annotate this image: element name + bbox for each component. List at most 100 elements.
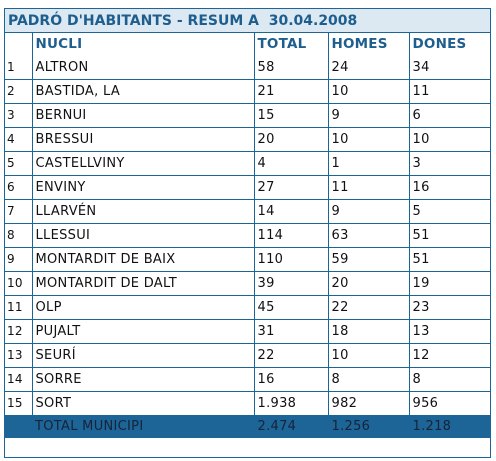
- homes-cell: 10: [327, 79, 410, 104]
- table-row: 1 ALTRON 58 24 34: [5, 56, 490, 80]
- homes-cell: 9: [327, 103, 410, 128]
- table-row: 12 PUJALT 31 18 13: [5, 319, 490, 344]
- nucli-cell: PUJALT: [31, 319, 255, 344]
- homes-cell: 20: [327, 271, 410, 296]
- nucli-cell: SORT: [31, 391, 255, 415]
- nucli-cell: OLP: [31, 295, 255, 320]
- dones-cell: 51: [408, 247, 490, 272]
- table-row: 10 MONTARDIT DE DALT 39 20 19: [5, 271, 490, 296]
- census-table-frame: PADRÓ D'HABITANTS - RESUM A 30.04.2008 N…: [4, 8, 491, 458]
- nucli-cell: ALTRON: [31, 56, 255, 80]
- homes-cell: 18: [327, 319, 410, 344]
- dones-cell: 51: [408, 223, 490, 248]
- row-index: 1: [5, 56, 33, 80]
- census-table: NUCLI TOTAL HOMES DONES 1 ALTRON 58 24 34 2 BA…: [5, 33, 490, 438]
- total-cell: 31: [253, 319, 329, 344]
- nucli-cell: BRESSUI: [31, 127, 255, 152]
- table-title: PADRÓ D'HABITANTS - RESUM A 30.04.2008: [5, 9, 490, 33]
- homes-cell: 11: [327, 175, 410, 200]
- nucli-cell: LLARVÉN: [31, 199, 255, 224]
- nucli-cell: SEURÍ: [31, 343, 255, 368]
- row-index: 9: [5, 247, 33, 272]
- table-row: 4 BRESSUI 20 10 10: [5, 127, 490, 152]
- table-row: 2 BASTIDA, LA 21 10 11: [5, 79, 490, 104]
- total-cell: 22: [253, 343, 329, 368]
- total-cell: 1.938: [253, 391, 329, 415]
- total-cell: 114: [253, 223, 329, 248]
- table-row: 5 CASTELLVINY 4 1 3: [5, 151, 490, 176]
- nucli-cell: BERNUI: [31, 103, 255, 128]
- row-index: 12: [5, 319, 33, 344]
- homes-cell: 22: [327, 295, 410, 320]
- dones-cell: 11: [408, 79, 490, 104]
- nucli-cell: ENVINY: [31, 175, 255, 200]
- homes-cell: 24: [327, 56, 410, 80]
- total-cell: 20: [253, 127, 329, 152]
- total-cell: 45: [253, 295, 329, 320]
- dones-cell: 956: [408, 391, 490, 415]
- table-row: 8 LLESSUI 114 63 51: [5, 223, 490, 248]
- homes-cell: 63: [327, 223, 410, 248]
- homes-cell: 982: [327, 391, 410, 415]
- row-index: 7: [5, 199, 33, 224]
- homes-cell: 10: [327, 127, 410, 152]
- row-index: 2: [5, 79, 33, 104]
- homes-cell: 59: [327, 247, 410, 272]
- dones-cell: 34: [408, 56, 490, 80]
- row-index: 15: [5, 391, 33, 415]
- table-row: 6 ENVINY 27 11 16: [5, 175, 490, 200]
- dones-cell: 3: [408, 151, 490, 176]
- header-dones: DONES: [408, 33, 490, 56]
- total-row: TOTAL MUNICIPI 2.474 1.256 1.218: [5, 415, 490, 438]
- table-row: 13 SEURÍ 22 10 12: [5, 343, 490, 368]
- total-homes: 1.256: [327, 415, 410, 438]
- table-row: 3 BERNUI 15 9 6: [5, 103, 490, 128]
- nucli-cell: LLESSUI: [31, 223, 255, 248]
- total-cell: 15: [253, 103, 329, 128]
- dones-cell: 23: [408, 295, 490, 320]
- header-row: NUCLI TOTAL HOMES DONES: [5, 33, 490, 56]
- nucli-cell: MONTARDIT DE DALT: [31, 271, 255, 296]
- total-cell: 110: [253, 247, 329, 272]
- row-index: 13: [5, 343, 33, 368]
- total-cell: 4: [253, 151, 329, 176]
- row-index: 10: [5, 271, 33, 296]
- homes-cell: 10: [327, 343, 410, 368]
- header-total: TOTAL: [253, 33, 329, 56]
- total-index: [5, 415, 32, 438]
- dones-cell: 8: [408, 367, 490, 392]
- dones-cell: 16: [408, 175, 490, 200]
- dones-cell: 5: [408, 199, 490, 224]
- dones-cell: 13: [408, 319, 490, 344]
- dones-cell: 12: [408, 343, 490, 368]
- table-row: 14 SORRE 16 8 8: [5, 367, 490, 392]
- homes-cell: 1: [327, 151, 410, 176]
- header-homes: HOMES: [327, 33, 410, 56]
- nucli-cell: BASTIDA, LA: [31, 79, 255, 104]
- total-dones: 1.218: [408, 415, 490, 438]
- nucli-cell: SORRE: [31, 367, 255, 392]
- table-row: 15 SORT 1.938 982 956: [5, 391, 490, 415]
- homes-cell: 8: [327, 367, 410, 392]
- total-cell: 58: [253, 56, 329, 80]
- table-row: 9 MONTARDIT DE BAIX 110 59 51: [5, 247, 490, 272]
- total-cell: 39: [253, 271, 329, 296]
- header-index: [5, 33, 33, 56]
- row-index: 3: [5, 103, 33, 128]
- total-cell: 14: [253, 199, 329, 224]
- table-row: 7 LLARVÉN 14 9 5: [5, 199, 490, 224]
- row-index: 5: [5, 151, 33, 176]
- nucli-cell: MONTARDIT DE BAIX: [31, 247, 255, 272]
- total-cell: 21: [253, 79, 329, 104]
- dones-cell: 10: [408, 127, 490, 152]
- dones-cell: 19: [408, 271, 490, 296]
- homes-cell: 9: [327, 199, 410, 224]
- total-cell: 27: [253, 175, 329, 200]
- total-label: TOTAL MUNICIPI: [32, 415, 255, 438]
- row-index: 4: [5, 127, 33, 152]
- row-index: 8: [5, 223, 33, 248]
- total-cell: 16: [253, 367, 329, 392]
- dones-cell: 6: [408, 103, 490, 128]
- total-total: 2.474: [253, 415, 329, 438]
- nucli-cell: CASTELLVINY: [31, 151, 255, 176]
